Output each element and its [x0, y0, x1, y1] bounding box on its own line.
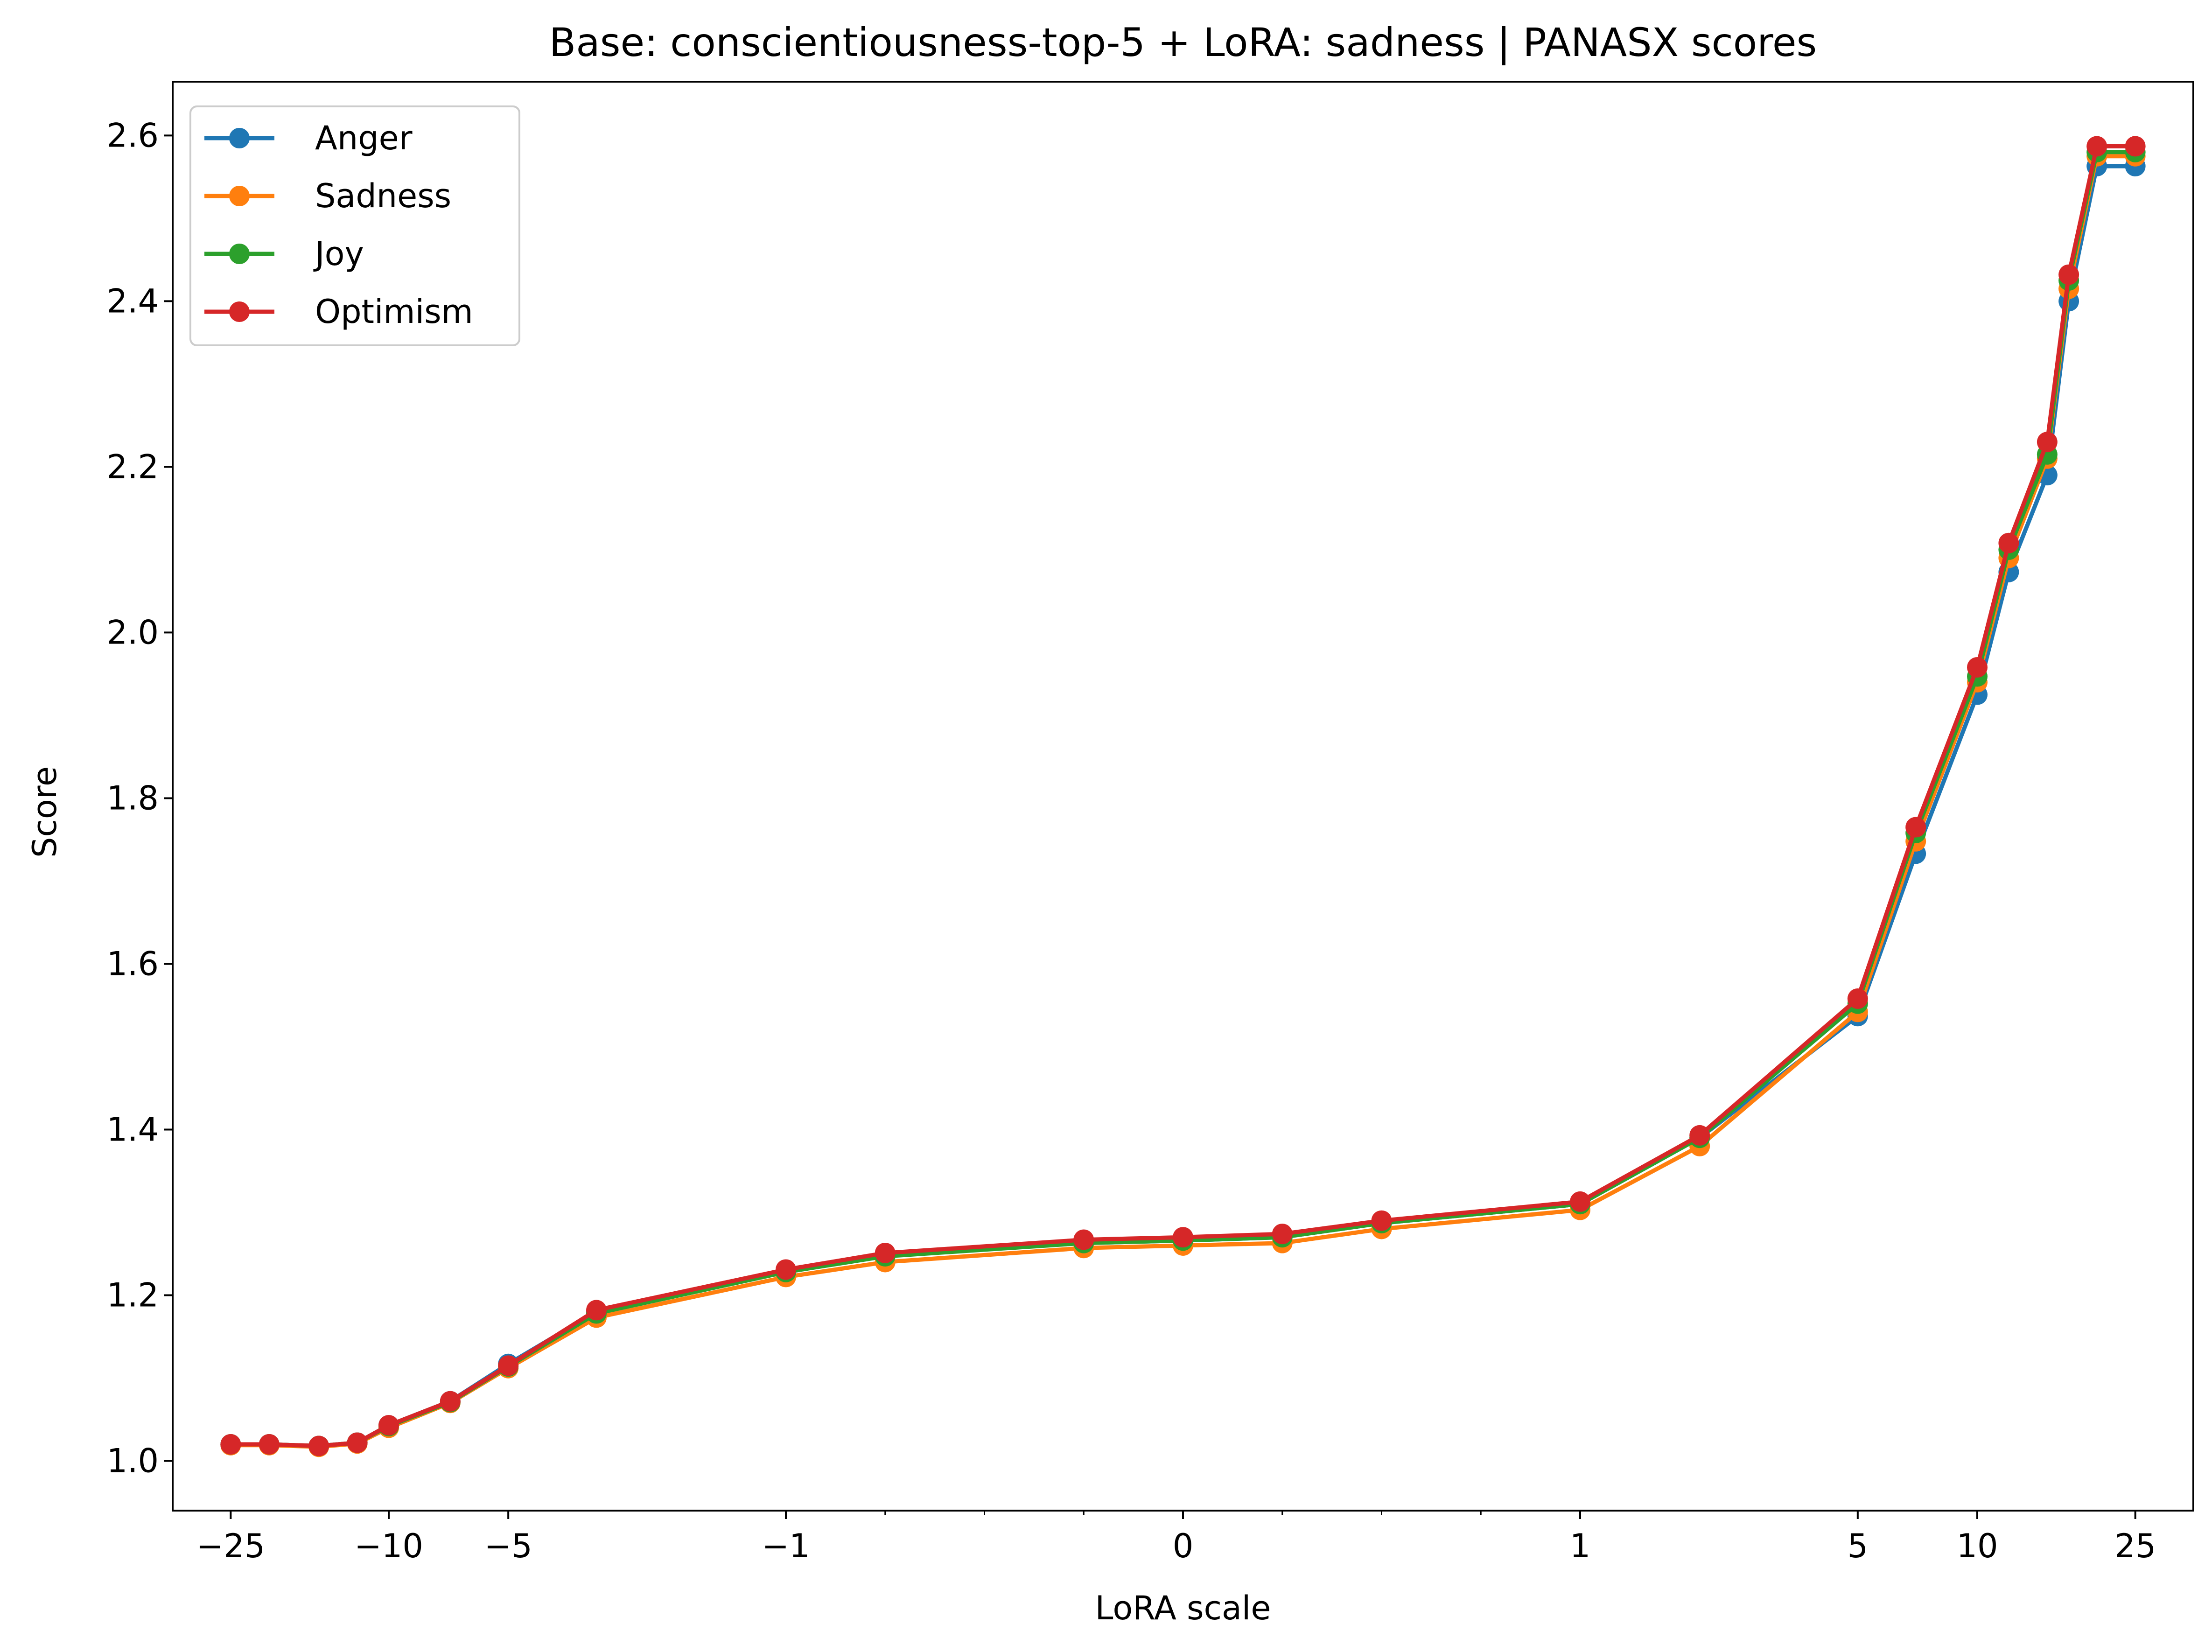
data-point-optimism: [2037, 432, 2058, 453]
legend-label-joy: Joy: [313, 235, 364, 273]
y-tick-label: 1.6: [107, 945, 159, 983]
x-tick-label: −10: [354, 1527, 423, 1565]
data-point-optimism: [440, 1391, 461, 1412]
y-tick-label: 2.2: [107, 448, 159, 486]
x-tick-label: −5: [484, 1527, 532, 1565]
data-point-optimism: [259, 1434, 280, 1455]
x-axis-label: LoRA scale: [1095, 1589, 1271, 1627]
data-point-optimism: [498, 1355, 519, 1376]
y-tick-label: 2.0: [107, 613, 159, 651]
x-tick-label: −1: [762, 1527, 810, 1565]
y-tick-label: 1.8: [107, 779, 159, 817]
series-group: [220, 136, 2146, 1457]
legend-label-optimism: Optimism: [315, 293, 473, 331]
y-tick-label: 2.4: [107, 282, 159, 320]
data-point-optimism: [378, 1415, 399, 1436]
data-point-optimism: [1272, 1224, 1293, 1245]
x-tick-label: 25: [2114, 1527, 2156, 1565]
y-tick-label: 1.4: [107, 1110, 159, 1148]
y-axis-label: Score: [26, 766, 64, 858]
y-tick-label: 1.2: [107, 1276, 159, 1314]
data-point-optimism: [1371, 1210, 1392, 1231]
x-tick-label: 1: [1570, 1527, 1591, 1565]
x-tick-label: 5: [1848, 1527, 1869, 1565]
data-point-optimism: [875, 1242, 896, 1263]
y-tick-label: 2.6: [107, 116, 159, 154]
data-point-optimism: [1905, 817, 1926, 838]
data-point-optimism: [347, 1432, 368, 1453]
x-tick-label: −25: [196, 1527, 265, 1565]
data-point-optimism: [1173, 1227, 1193, 1248]
legend-marker-sadness: [229, 186, 250, 206]
legend-marker-joy: [229, 244, 250, 264]
legend-label-sadness: Sadness: [315, 177, 451, 215]
legend-label-anger: Anger: [315, 119, 413, 157]
data-point-optimism: [1998, 532, 2019, 553]
data-point-optimism: [1847, 988, 1868, 1009]
data-point-optimism: [1073, 1229, 1094, 1250]
data-point-optimism: [1967, 657, 1988, 678]
data-point-optimism: [2086, 136, 2107, 157]
data-point-optimism: [2125, 136, 2146, 157]
chart-title: Base: conscientiousness-top-5 + LoRA: sa…: [549, 20, 1817, 65]
legend-marker-optimism: [229, 301, 250, 322]
data-point-optimism: [2058, 264, 2079, 285]
legend-box: [189, 105, 520, 346]
data-point-optimism: [1689, 1125, 1710, 1146]
data-point-optimism: [1569, 1191, 1590, 1212]
axes-group: 1.01.21.41.61.82.02.22.42.6−25 −10 −5 −1 0 1 5…: [107, 81, 2194, 1565]
y-tick-label: 1.0: [107, 1442, 159, 1480]
data-point-optimism: [586, 1300, 607, 1321]
x-tick-label: 10: [1956, 1527, 1998, 1565]
x-tick-label: 0: [1173, 1527, 1194, 1565]
legend: Anger Sadness Joy Optimism: [189, 105, 520, 346]
legend-marker-anger: [229, 128, 250, 148]
data-point-optimism: [308, 1435, 329, 1456]
data-point-optimism: [220, 1434, 241, 1455]
data-point-optimism: [776, 1259, 797, 1280]
